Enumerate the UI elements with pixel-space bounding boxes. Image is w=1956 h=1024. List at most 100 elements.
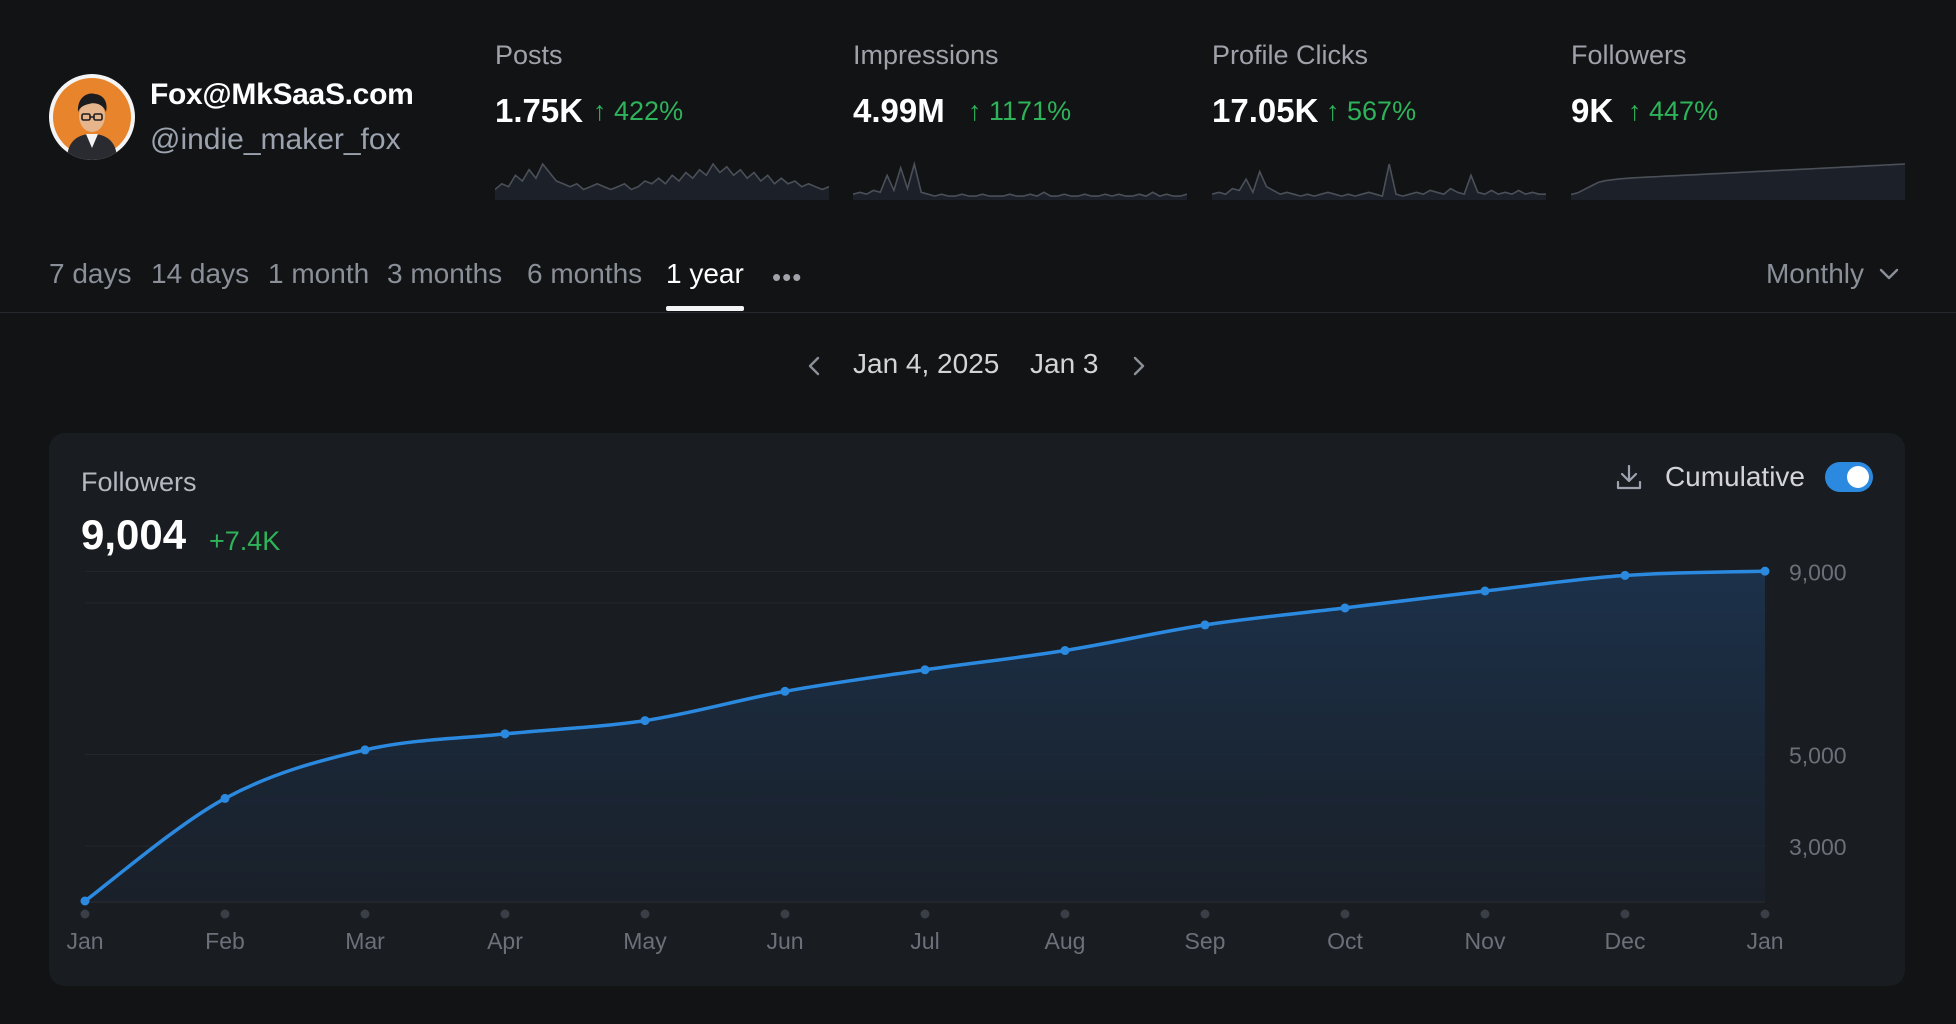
x-tick-dot bbox=[80, 909, 90, 919]
tab-7-days[interactable]: 7 days bbox=[49, 258, 132, 289]
x-tick-dot bbox=[920, 909, 930, 919]
date-end[interactable]: Jan 3 bbox=[1030, 348, 1099, 379]
x-tick-label: Oct bbox=[1327, 928, 1363, 954]
y-tick-label: 5,000 bbox=[1789, 742, 1847, 768]
sparkline-posts bbox=[495, 162, 829, 200]
followers-area-fill bbox=[85, 571, 1765, 901]
chevron-down-icon bbox=[1879, 268, 1899, 280]
data-point[interactable] bbox=[1620, 570, 1630, 580]
cumulative-label: Cumulative bbox=[1664, 461, 1805, 492]
data-point[interactable] bbox=[500, 729, 510, 739]
data-point[interactable] bbox=[780, 686, 790, 696]
range-tabs: 7 days 14 days 1 month 3 months 6 months… bbox=[0, 258, 1956, 313]
x-tick-label: Mar bbox=[345, 928, 385, 954]
arrow-up-icon: ↑ bbox=[1628, 96, 1642, 126]
tab-1-year[interactable]: 1 year bbox=[666, 258, 744, 289]
x-tick-dot bbox=[1620, 909, 1630, 919]
data-point[interactable] bbox=[360, 745, 370, 755]
x-tick-dot bbox=[780, 909, 790, 919]
tab-1-month[interactable]: 1 month bbox=[268, 258, 370, 289]
sparkline-followers bbox=[1571, 163, 1905, 200]
chevron-right-icon[interactable] bbox=[1129, 354, 1149, 378]
data-point[interactable] bbox=[1060, 646, 1070, 656]
sparkline-area bbox=[853, 164, 1187, 200]
data-point[interactable] bbox=[1480, 586, 1490, 596]
card-value: 9,004 bbox=[81, 511, 187, 558]
x-tick-dot bbox=[1760, 909, 1770, 919]
x-tick-label: Jun bbox=[766, 928, 803, 954]
stat-value: 9K bbox=[1571, 92, 1614, 129]
stat-change: ↑ 447% bbox=[1628, 96, 1718, 127]
x-tick-dot bbox=[1200, 909, 1210, 919]
x-tick-dot bbox=[640, 909, 650, 919]
profile-handle[interactable]: @indie_maker_fox bbox=[150, 123, 401, 156]
interval-label: Monthly bbox=[1765, 258, 1864, 289]
active-tab-indicator bbox=[666, 306, 744, 311]
interval-select[interactable]: Monthly bbox=[1766, 258, 1900, 290]
arrow-up-icon: ↑ bbox=[968, 96, 982, 126]
x-tick-label: Jan bbox=[1746, 928, 1783, 954]
stat-value: 1.75K bbox=[495, 92, 584, 129]
sparkline-line bbox=[1571, 163, 1905, 196]
x-tick-dot bbox=[1480, 909, 1490, 919]
cumulative-toggle[interactable] bbox=[1825, 462, 1873, 492]
sparkline-area bbox=[1571, 164, 1905, 200]
tab-6-months[interactable]: 6 months bbox=[527, 258, 643, 289]
x-tick-label: Apr bbox=[487, 928, 523, 954]
followers-chart-card: 9,000 5,000 3,000 Jan Feb Mar Apr May Jun Jul Aug S… bbox=[49, 433, 1905, 986]
more-horizontal-icon[interactable]: ••• bbox=[772, 262, 803, 292]
tab-14-days[interactable]: 14 days bbox=[151, 258, 250, 289]
x-tick-label: Jan bbox=[66, 928, 103, 954]
stat-change: ↑ 422% bbox=[593, 96, 683, 127]
sparkline-profile-clicks bbox=[1212, 163, 1546, 200]
stat-value: 17.05K bbox=[1212, 92, 1319, 129]
tab-3-months[interactable]: 3 months bbox=[387, 258, 503, 289]
stat-label: Followers bbox=[1571, 40, 1687, 70]
card-title: Followers bbox=[81, 467, 197, 497]
avatar-portrait-icon bbox=[53, 78, 131, 160]
arrow-up-icon: ↑ bbox=[1326, 96, 1340, 126]
card-delta: +7.4K bbox=[209, 526, 281, 556]
stat-change-value: 1171% bbox=[989, 96, 1072, 126]
data-point[interactable] bbox=[1340, 603, 1350, 613]
followers-area-chart: 9,000 5,000 3,000 Jan Feb Mar Apr May Jun Jul Aug S… bbox=[66, 559, 1847, 954]
stat-impressions[interactable]: Impressions 4.99M ↑ 1171% bbox=[853, 40, 1188, 200]
stat-label: Impressions bbox=[853, 40, 999, 70]
data-point[interactable] bbox=[920, 665, 930, 675]
stat-change: ↑ 567% bbox=[1326, 96, 1416, 127]
x-tick-label: Sep bbox=[1185, 928, 1226, 954]
x-tick-label: Nov bbox=[1465, 928, 1506, 954]
stat-change: ↑ 1171% bbox=[968, 96, 1071, 127]
stat-followers[interactable]: Followers 9K ↑ 447% bbox=[1571, 40, 1906, 200]
date-range-nav: Jan 4, 2025 Jan 3 bbox=[0, 346, 1956, 386]
stat-posts[interactable]: Posts 1.75K ↑ 422% bbox=[495, 40, 830, 200]
x-tick-label: Feb bbox=[205, 928, 245, 954]
stat-label: Profile Clicks bbox=[1212, 40, 1369, 70]
data-point[interactable] bbox=[1200, 620, 1210, 630]
x-tick-label: Aug bbox=[1045, 928, 1086, 954]
toggle-knob bbox=[1847, 466, 1869, 488]
x-tick-dot bbox=[1060, 909, 1070, 919]
sparkline-line bbox=[1212, 163, 1546, 198]
data-point[interactable] bbox=[220, 793, 230, 803]
sparkline-line bbox=[853, 160, 1187, 197]
download-icon[interactable] bbox=[1613, 461, 1645, 493]
chevron-left-icon[interactable] bbox=[804, 354, 824, 378]
x-tick-dot bbox=[220, 909, 230, 919]
sparkline-impressions bbox=[853, 160, 1187, 200]
y-tick-label: 3,000 bbox=[1789, 834, 1847, 860]
data-point[interactable] bbox=[80, 896, 90, 906]
data-point[interactable] bbox=[1760, 566, 1770, 576]
sparkline-area bbox=[1212, 164, 1546, 200]
date-start[interactable]: Jan 4, 2025 bbox=[853, 348, 1000, 379]
card-tools: Cumulative bbox=[1613, 461, 1873, 493]
x-tick-dot bbox=[500, 909, 510, 919]
stat-change-value: 567% bbox=[1347, 96, 1417, 126]
avatar[interactable] bbox=[49, 74, 135, 160]
x-tick-label: May bbox=[623, 928, 667, 954]
data-point[interactable] bbox=[640, 716, 650, 726]
stat-profile-clicks[interactable]: Profile Clicks 17.05K ↑ 567% bbox=[1212, 40, 1547, 200]
stat-change-value: 447% bbox=[1649, 96, 1719, 126]
x-tick-label: Dec bbox=[1605, 928, 1646, 954]
x-tick-dot bbox=[360, 909, 370, 919]
